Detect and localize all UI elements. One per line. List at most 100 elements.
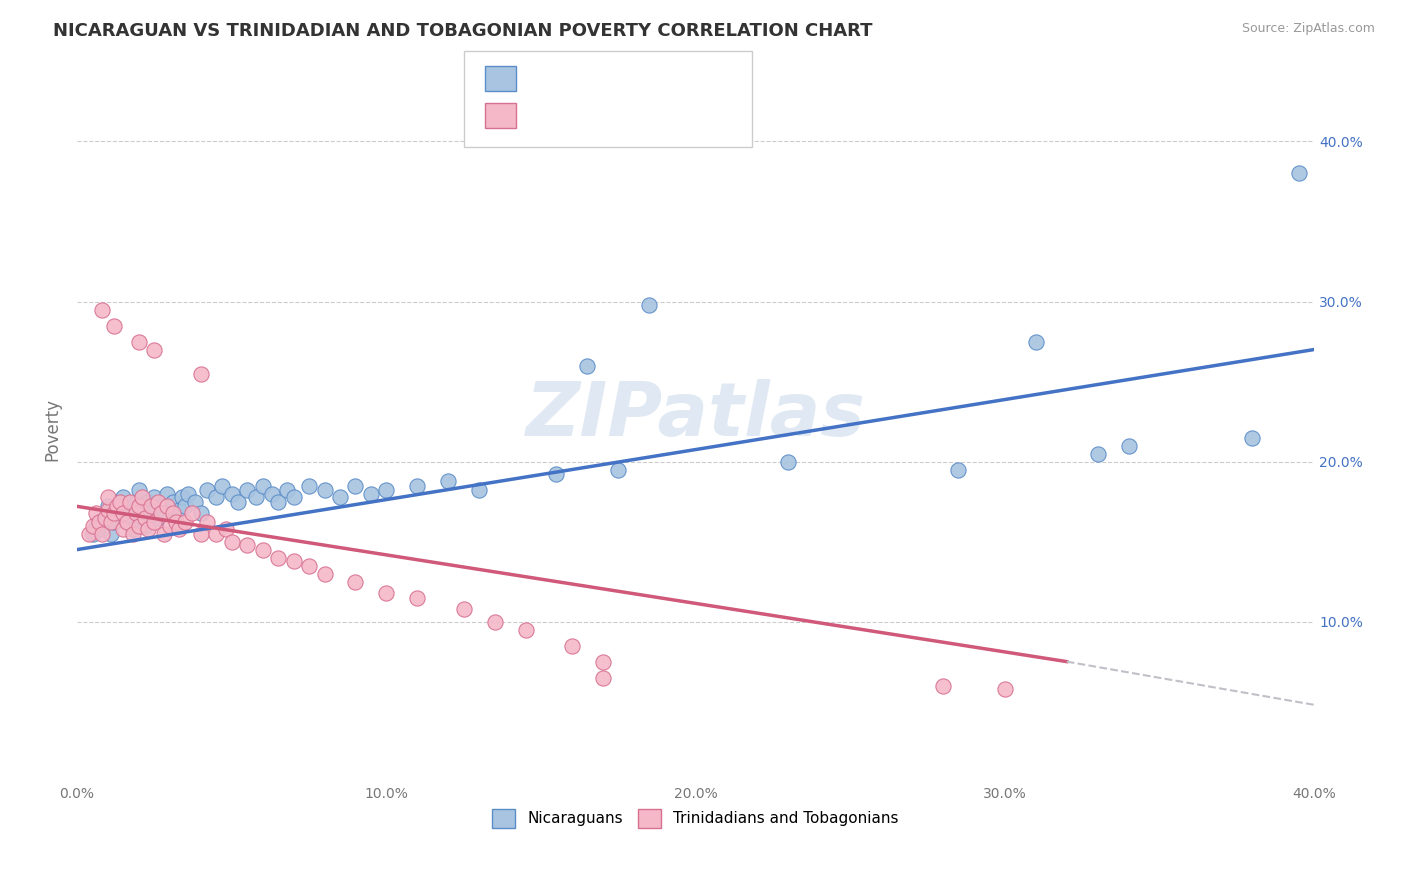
Text: 0.280: 0.280 [574, 70, 620, 85]
Point [468, 483, 491, 498]
Point [125, 506, 148, 520]
Point [245, 490, 267, 504]
Point [121, 522, 143, 536]
Point [105, 500, 128, 514]
Point [152, 526, 174, 541]
Point [576, 359, 599, 373]
Point [136, 522, 159, 536]
Point [484, 615, 506, 629]
Point [128, 334, 150, 349]
Point [131, 490, 153, 504]
Point [221, 486, 243, 500]
Point [149, 506, 172, 520]
Point [110, 494, 132, 508]
Point [156, 500, 179, 514]
Point [134, 510, 156, 524]
Point [128, 483, 150, 498]
Point [141, 500, 163, 514]
Point [561, 639, 583, 653]
Point [128, 500, 150, 514]
Point [94, 510, 117, 524]
Point [314, 483, 336, 498]
Point [932, 679, 955, 693]
Text: ZIPatlas: ZIPatlas [526, 379, 866, 452]
Point [115, 516, 138, 530]
Point [84, 506, 107, 520]
Point [1118, 438, 1140, 452]
Point [131, 500, 153, 514]
Point [97, 502, 120, 516]
Point [82, 526, 104, 541]
Point [115, 516, 138, 530]
Point [283, 554, 305, 568]
Point [1087, 446, 1109, 460]
Point [607, 462, 630, 476]
Point [90, 302, 112, 317]
Point [375, 586, 398, 600]
Point [94, 510, 117, 524]
Point [141, 506, 163, 520]
Point [226, 494, 249, 508]
Point [190, 506, 212, 520]
Point [97, 490, 120, 504]
Point [152, 502, 174, 516]
Point [298, 478, 321, 492]
Point [97, 506, 120, 520]
Point [165, 516, 187, 530]
Point [1288, 166, 1310, 180]
Point [515, 623, 537, 637]
Point [437, 474, 460, 488]
Point [84, 518, 107, 533]
Point [146, 510, 169, 524]
Point [406, 591, 429, 605]
Point [172, 490, 194, 504]
Point [314, 566, 336, 581]
Point [195, 483, 218, 498]
Point [90, 522, 112, 536]
Point [375, 483, 398, 498]
Point [183, 494, 205, 508]
Point [103, 516, 125, 530]
Point [638, 298, 661, 312]
Point [112, 506, 135, 520]
Point [167, 502, 190, 516]
Point [156, 486, 179, 500]
Point [214, 522, 236, 536]
Point [1025, 334, 1047, 349]
Point [174, 500, 197, 514]
Point [149, 500, 172, 514]
Point [406, 478, 429, 492]
Point [143, 516, 166, 530]
Point [100, 526, 122, 541]
Point [221, 534, 243, 549]
Point [165, 516, 187, 530]
Y-axis label: Poverty: Poverty [44, 398, 60, 461]
Point [592, 655, 614, 669]
Point [167, 522, 190, 536]
Text: R =  0.280   N = 69: R = 0.280 N = 69 [524, 70, 682, 85]
Point [298, 558, 321, 573]
Point [1241, 431, 1264, 445]
Point [159, 506, 181, 520]
Point [162, 494, 184, 508]
Point [592, 671, 614, 685]
Point [260, 486, 283, 500]
Point [236, 483, 259, 498]
Point [994, 681, 1017, 696]
Point [252, 478, 274, 492]
Point [128, 518, 150, 533]
Point [236, 538, 259, 552]
Point [105, 502, 128, 516]
Point [174, 516, 197, 530]
Point [177, 486, 200, 500]
Point [100, 516, 122, 530]
Point [283, 490, 305, 504]
Point [778, 454, 800, 468]
Point [205, 490, 228, 504]
Text: 56: 56 [668, 108, 688, 122]
Point [360, 486, 382, 500]
Point [252, 542, 274, 557]
Point [112, 522, 135, 536]
Point [453, 602, 475, 616]
Point [267, 550, 290, 565]
